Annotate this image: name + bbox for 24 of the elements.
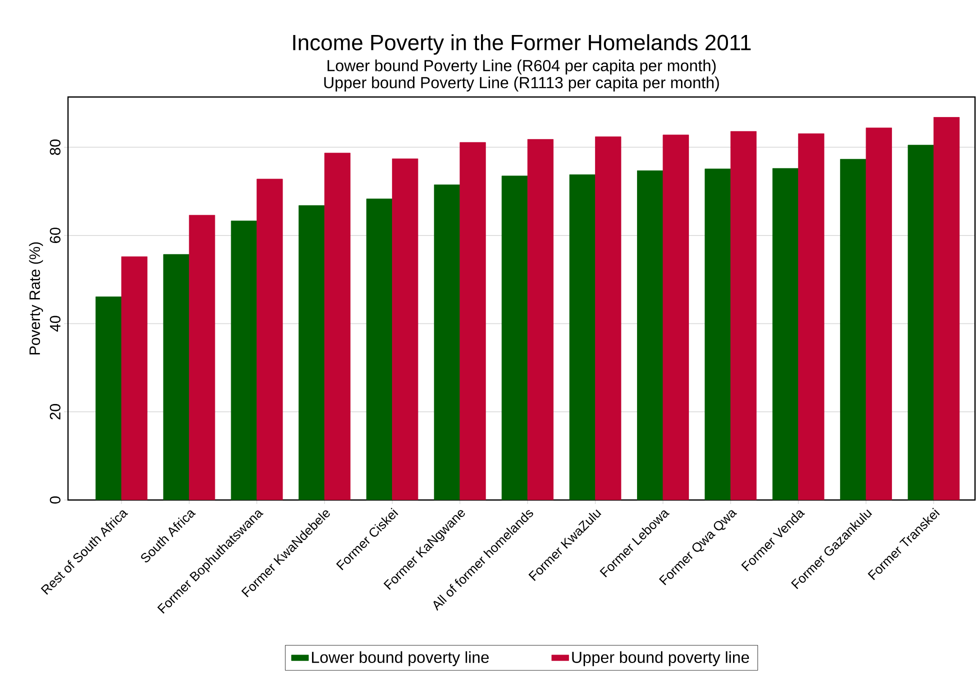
- bar: [637, 170, 664, 500]
- y-axis-title: Poverty Rate (%): [29, 242, 43, 354]
- y-tick-label: 40: [50, 316, 60, 332]
- y-tick-label: 0: [50, 496, 60, 504]
- bar: [569, 174, 596, 500]
- legend-label: Lower bound poverty line: [312, 651, 489, 666]
- chart-title: Income Poverty in the Former Homelands 2011: [293, 34, 751, 55]
- bar: [366, 198, 392, 500]
- bar: [96, 296, 122, 500]
- y-tick-label: 60: [50, 228, 60, 244]
- y-tick-label: 80: [50, 140, 60, 155]
- bar: [298, 205, 325, 500]
- text: Upper bound Poverty Line (R1113 per capita per month): [324, 76, 719, 92]
- bar: [163, 254, 190, 500]
- y-tick-label: 20: [50, 404, 60, 420]
- bar: [704, 168, 731, 500]
- legend-label: Upper bound poverty line: [572, 651, 749, 666]
- bar: [908, 144, 934, 500]
- bar: [840, 158, 866, 500]
- bar: [230, 220, 258, 500]
- bar: [434, 184, 460, 500]
- chart-subtitle: Lower bound Poverty Line (R604 per capita per month): [328, 60, 716, 74]
- bar: [772, 168, 799, 500]
- bar: [502, 176, 528, 500]
